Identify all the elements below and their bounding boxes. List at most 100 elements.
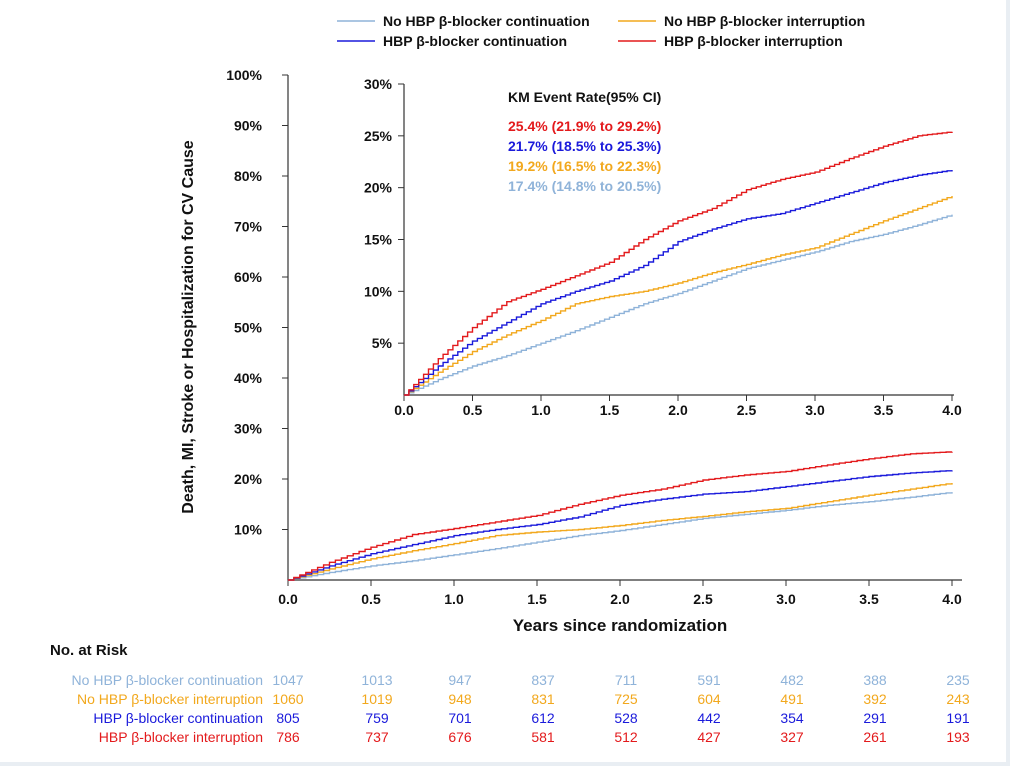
risk-cell: 482 — [780, 672, 804, 688]
main-x-axis-label: Years since randomization — [513, 616, 727, 635]
inset-series-line-no_hbp_int — [404, 196, 953, 396]
main-x-tick-label: 1.0 — [444, 591, 464, 607]
legend-label-hbp_cont: HBP β-blocker continuation — [383, 33, 567, 49]
inset-x-tick-label: 1.0 — [531, 402, 551, 418]
inset-series-line-hbp_cont — [404, 170, 953, 396]
inset-y-tick-label: 25% — [364, 128, 393, 144]
risk-cell: 193 — [946, 729, 970, 745]
risk-cell: 442 — [697, 710, 721, 726]
inset-x-tick-label: 0.0 — [394, 402, 414, 418]
inset-x-tick-label: 2.5 — [737, 402, 757, 418]
main-y-tick-label: 40% — [234, 370, 263, 386]
main-x-tick-label: 3.0 — [776, 591, 796, 607]
risk-cell: 327 — [780, 729, 804, 745]
inset-x-tick-label: 3.5 — [874, 402, 894, 418]
main-y-tick-label: 90% — [234, 118, 263, 134]
main-y-tick-label: 60% — [234, 269, 263, 285]
km-event-rate-no_hbp_int: 19.2% (16.5% to 22.3%) — [508, 158, 661, 174]
risk-cell: 354 — [780, 710, 804, 726]
inset-x-tick-label: 2.0 — [668, 402, 688, 418]
risk-cell: 392 — [863, 691, 887, 707]
risk-cell: 725 — [614, 691, 638, 707]
inset-background — [390, 70, 968, 425]
main-y-tick-label: 80% — [234, 168, 263, 184]
risk-table: No. at Risk No HBP β-blocker continuation… — [50, 642, 970, 745]
main-x-tick-label: 0.0 — [278, 591, 298, 607]
inset-title: KM Event Rate(95% CI) — [508, 89, 661, 105]
main-series-line-hbp_int — [288, 451, 953, 581]
km-event-rate-hbp_int: 25.4% (21.9% to 29.2%) — [508, 118, 661, 134]
risk-cell: 711 — [615, 672, 638, 688]
inset-y-tick-label: 10% — [364, 283, 393, 299]
risk-cell: 591 — [697, 672, 721, 688]
main-y-tick-label: 20% — [234, 471, 263, 487]
km-event-rate-hbp_cont: 21.7% (18.5% to 25.3%) — [508, 138, 661, 154]
risk-cell: 786 — [276, 729, 300, 745]
risk-row-label-no_hbp_int: No HBP β-blocker interruption — [77, 691, 263, 707]
risk-cell: 243 — [946, 691, 970, 707]
risk-cell: 528 — [614, 710, 638, 726]
risk-cell: 191 — [946, 710, 970, 726]
inset-x-tick-label: 1.5 — [600, 402, 620, 418]
inset-x-tick-label: 3.0 — [805, 402, 825, 418]
risk-cell: 1060 — [272, 691, 303, 707]
inset-y-tick-label: 15% — [364, 232, 393, 248]
inset-y-tick-label: 5% — [372, 335, 393, 351]
risk-table-title: No. at Risk — [50, 642, 128, 659]
legend: No HBP β-blocker continuation No HBP β-bl… — [337, 13, 865, 49]
risk-cell: 737 — [365, 729, 389, 745]
risk-cell: 1019 — [361, 691, 392, 707]
main-x-tick-label: 4.0 — [942, 591, 962, 607]
inset-x-tick-label: 4.0 — [942, 402, 962, 418]
main-y-tick-label: 30% — [234, 421, 263, 437]
main-series-line-hbp_cont — [288, 470, 953, 581]
inset-plot: 5% 10% 15% 20% 25% 30% 0.0 0.5 1.0 1.5 2.0 2.5 3.0 3.… — [364, 70, 968, 425]
risk-cell: 676 — [448, 729, 472, 745]
risk-cell: 491 — [780, 691, 804, 707]
main-series-line-no_hbp_int — [288, 483, 953, 581]
main-y-tick-label: 100% — [226, 67, 262, 83]
main-series-line-no_hbp_cont — [288, 492, 953, 581]
risk-cell: 427 — [697, 729, 721, 745]
risk-row-label-hbp_int: HBP β-blocker interruption — [99, 729, 263, 745]
legend-label-hbp_int: HBP β-blocker interruption — [664, 33, 843, 49]
risk-cell: 291 — [863, 710, 887, 726]
risk-row-label-hbp_cont: HBP β-blocker continuation — [93, 710, 263, 726]
main-plot: 10% 20% 30% 40% 50% 60% 70% 80% 90% 100% 0.0 0.5 1.0… — [180, 67, 962, 635]
risk-cell: 1013 — [361, 672, 392, 688]
main-y-axis-label: Death, MI, Stroke or Hospitalization for… — [180, 140, 197, 513]
main-y-tick-label: 10% — [234, 522, 263, 538]
risk-cell: 235 — [946, 672, 970, 688]
risk-cell: 948 — [448, 691, 472, 707]
main-x-tick-label: 2.5 — [693, 591, 713, 607]
risk-cell: 604 — [697, 691, 721, 707]
inset-y-tick-label: 30% — [364, 76, 393, 92]
risk-cell: 759 — [365, 710, 389, 726]
risk-cell: 512 — [614, 729, 638, 745]
risk-cell: 388 — [863, 672, 887, 688]
legend-label-no_hbp_int: No HBP β-blocker interruption — [664, 13, 865, 29]
inset-series-line-hbp_int — [404, 131, 953, 396]
risk-cell: 701 — [448, 710, 472, 726]
risk-cell: 831 — [531, 691, 555, 707]
risk-cell: 1047 — [272, 672, 303, 688]
main-x-tick-label: 2.0 — [610, 591, 630, 607]
main-y-tick-label: 70% — [234, 219, 263, 235]
main-x-tick-label: 0.5 — [361, 591, 381, 607]
risk-cell: 612 — [531, 710, 555, 726]
km-event-rate-no_hbp_cont: 17.4% (14.8% to 20.5%) — [508, 178, 661, 194]
risk-cell: 261 — [863, 729, 887, 745]
risk-cell: 947 — [448, 672, 472, 688]
inset-y-tick-label: 20% — [364, 180, 393, 196]
risk-row-label-no_hbp_cont: No HBP β-blocker continuation — [72, 672, 263, 688]
inset-x-tick-label: 0.5 — [463, 402, 483, 418]
risk-cell: 805 — [276, 710, 300, 726]
inset-series-line-no_hbp_cont — [404, 214, 953, 396]
risk-cell: 581 — [531, 729, 555, 745]
main-x-tick-label: 3.5 — [859, 591, 879, 607]
risk-cell: 837 — [531, 672, 555, 688]
main-y-tick-label: 50% — [234, 320, 263, 336]
main-x-tick-label: 1.5 — [527, 591, 547, 607]
